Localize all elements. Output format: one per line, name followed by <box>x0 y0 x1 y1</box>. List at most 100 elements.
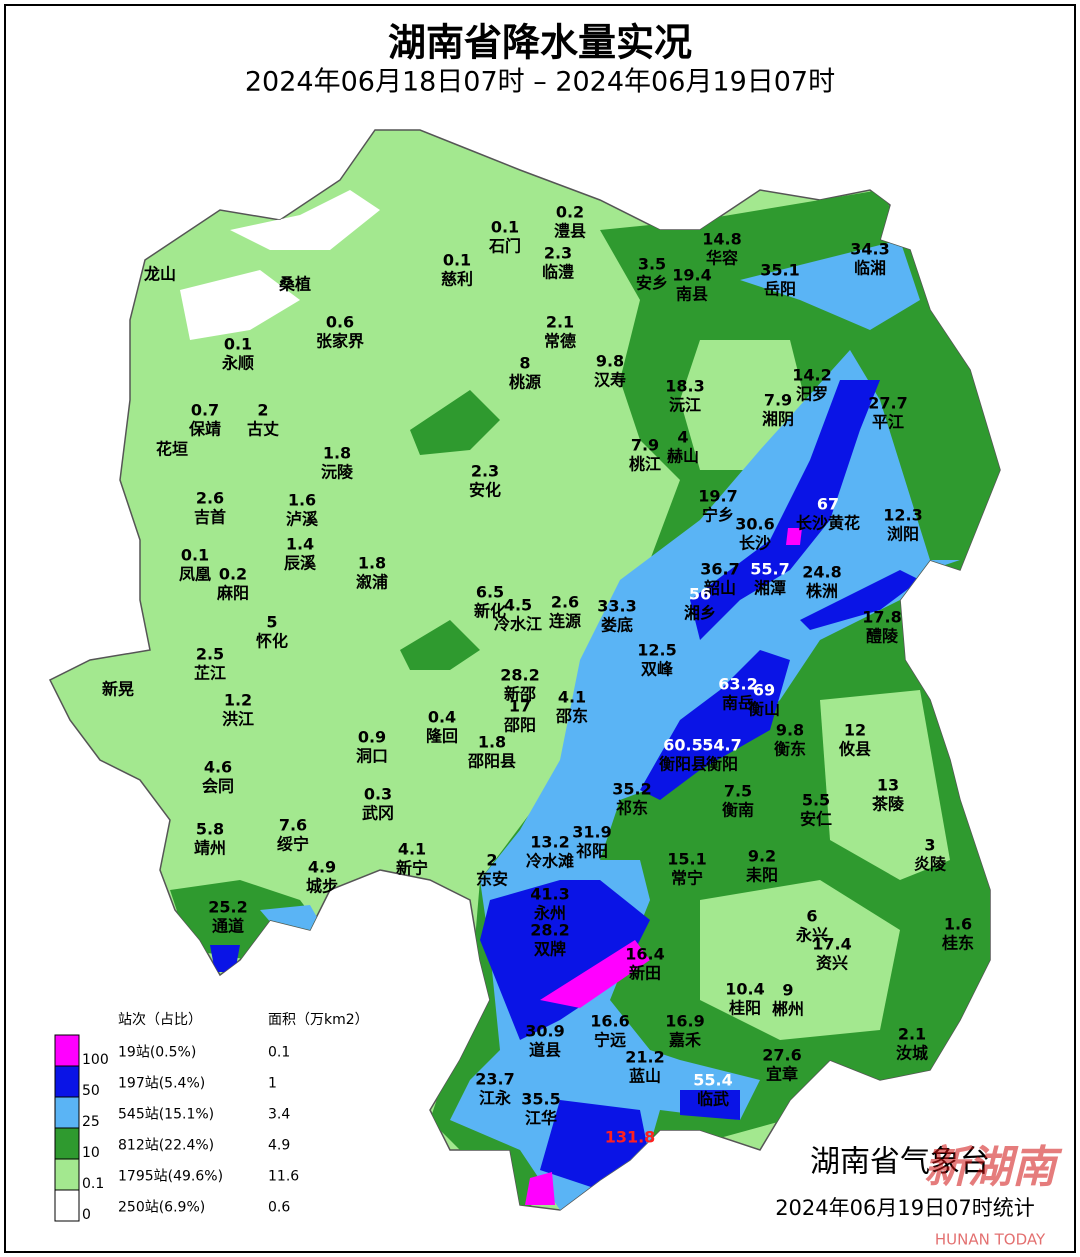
station-name: 江华 <box>525 1109 557 1128</box>
station-value: 4.9 <box>308 858 336 877</box>
station-name: 张家界 <box>316 332 364 351</box>
station-name: 衡阳 <box>706 755 738 774</box>
issued: 2024年06月19日07时统计 <box>775 1196 1035 1220</box>
station-value: 8 <box>519 354 530 373</box>
title: 湖南省降水量实况 <box>388 21 692 65</box>
station-value: 7.5 <box>724 782 752 801</box>
station-name: 泸溪 <box>286 510 319 529</box>
legend-threshold: 0.1 <box>82 1176 104 1192</box>
station-value: 2.1 <box>546 313 574 332</box>
legend-threshold: 100 <box>82 1052 109 1068</box>
station-name: 辰溪 <box>284 554 317 573</box>
station-value: 21.2 <box>625 1048 664 1067</box>
station-name: 临澧 <box>542 263 574 282</box>
station-value: 1.2 <box>224 691 252 710</box>
station-name: 临湘 <box>854 259 886 278</box>
station-name: 衡东 <box>774 740 806 759</box>
station-name: 沅陵 <box>321 463 354 482</box>
station-value: 4.1 <box>558 688 586 707</box>
station-name: 吉首 <box>194 508 226 527</box>
station-name: 邵阳县 <box>467 752 516 771</box>
station-name: 双牌 <box>534 940 566 959</box>
station-value: 0.1 <box>224 335 252 354</box>
legend-threshold: 50 <box>82 1083 100 1099</box>
station-name: 韶山 <box>704 579 736 598</box>
station-value: 30.6 <box>735 515 774 534</box>
agency: 湖南省气象台 <box>810 1145 990 1180</box>
zone-50 <box>480 880 650 1040</box>
station-value: 7.6 <box>279 816 307 835</box>
station-name: 长沙 <box>739 534 771 553</box>
station-name: 汨罗 <box>796 385 828 404</box>
station-value: 5 <box>266 613 277 632</box>
station-name: 安乡 <box>636 274 668 293</box>
station-name: 株洲 <box>806 582 838 601</box>
station-value: 1.8 <box>358 554 386 573</box>
legend-swatch <box>54 1096 80 1129</box>
station-value: 34.3 <box>850 240 889 259</box>
station-name: 宁乡 <box>702 506 734 525</box>
station-value: 7.9 <box>631 436 659 455</box>
station-name: 安化 <box>469 481 501 500</box>
legend-threshold: 10 <box>82 1145 100 1161</box>
station-value: 1.4 <box>286 535 314 554</box>
station-value: 27.7 <box>868 394 907 413</box>
zone-100 <box>540 940 650 1008</box>
station-value: 30.9 <box>525 1022 564 1041</box>
station-name: 桂东 <box>941 934 974 953</box>
station-value: 55.4 <box>693 1071 732 1090</box>
station-value: 12 <box>844 721 866 740</box>
station-name: 赫山 <box>667 447 699 466</box>
station-name: 冷水江 <box>494 615 542 634</box>
dry-area <box>180 270 300 340</box>
station-value: 9.2 <box>748 847 776 866</box>
station-name: 衡山 <box>748 700 780 719</box>
station-name: 澧县 <box>554 222 586 241</box>
station-name: 新宁 <box>396 859 428 878</box>
legend-threshold: 25 <box>82 1114 100 1130</box>
station-name: 邵阳 <box>503 716 536 735</box>
station-value: 5.8 <box>196 820 224 839</box>
station-value: 63.2 <box>718 675 757 694</box>
station-name: 桑植 <box>278 275 311 294</box>
station-name: 郴州 <box>772 1000 804 1019</box>
legend-swatch <box>54 1158 80 1191</box>
rain-fields <box>49 129 1001 1211</box>
station-value: 2.3 <box>544 244 572 263</box>
station-name: 常宁 <box>671 869 703 888</box>
station-value: 2 <box>257 401 268 420</box>
station-value: 17.4 <box>812 935 851 954</box>
station-name: 冷水滩 <box>526 852 574 871</box>
subtitle: 2024年06月18日07时 – 2024年06月19日07时 <box>245 67 835 98</box>
station-name: 平江 <box>872 413 904 432</box>
fields <box>170 190 1000 1210</box>
station-name: 洞口 <box>356 747 388 766</box>
station-name: 湘潭 <box>754 579 786 598</box>
station-value: 13.2 <box>530 833 569 852</box>
station-value: 4.1 <box>398 840 426 859</box>
station-value: 15.1 <box>667 850 706 869</box>
station-name: 衡南 <box>722 801 754 820</box>
station-name: 华容 <box>706 249 738 268</box>
station-value: 0.2 <box>556 203 584 222</box>
station-value: 2.3 <box>471 462 499 481</box>
station-value: 0.1 <box>491 218 519 237</box>
station-value: 2.6 <box>196 489 224 508</box>
station-name: 东安 <box>476 870 508 889</box>
station-name: 宁远 <box>594 1031 626 1050</box>
station-name: 桃源 <box>509 373 541 392</box>
station-value: 0.7 <box>191 401 219 420</box>
zone-50 <box>640 650 790 800</box>
station-value: 6.5 <box>476 583 504 602</box>
station-name: 保靖 <box>188 420 221 439</box>
station-value: 131.8 <box>605 1128 656 1147</box>
legend-threshold: 0 <box>82 1207 91 1223</box>
station-value: 3 <box>924 836 935 855</box>
station-name: 茶陵 <box>871 795 905 814</box>
station-value: 35.1 <box>760 261 799 280</box>
station-value: 0.6 <box>326 313 354 332</box>
station-value: 4.5 <box>504 596 532 615</box>
station-name: 桂阳 <box>728 999 761 1018</box>
station-value: 54.7 <box>702 736 741 755</box>
station-value: 0.1 <box>181 546 209 565</box>
